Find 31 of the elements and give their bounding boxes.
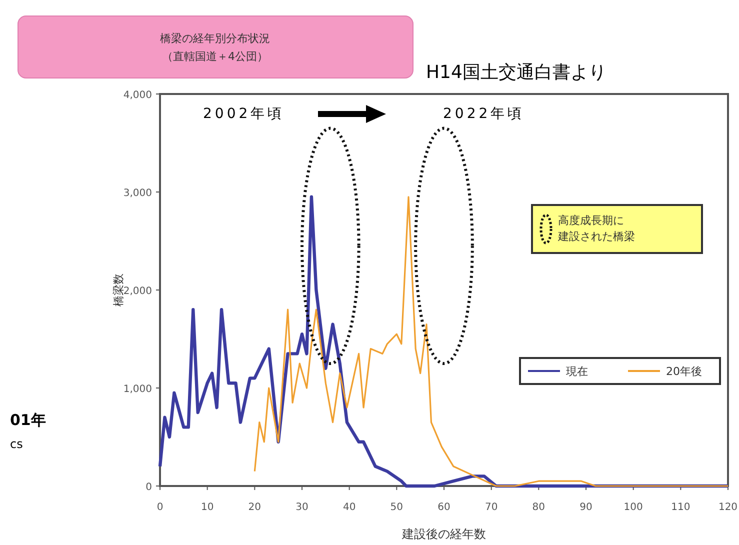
x-tick-label: 40 — [342, 502, 356, 513]
annotation: 2002年頃 — [203, 106, 285, 122]
x-tick-label: 90 — [580, 502, 592, 513]
x-tick-label: 110 — [671, 502, 690, 513]
y-tick-label: 1,000 — [123, 384, 152, 395]
y-tick-label: 3,000 — [123, 188, 152, 199]
y-tick-label: 2,000 — [123, 286, 152, 297]
x-tick-label: 60 — [438, 502, 450, 513]
annotation: 高度成長期に建設された橋梁 — [557, 214, 635, 243]
x-tick-label: 50 — [390, 502, 404, 513]
text: 01年 — [10, 411, 46, 429]
x-tick-label: 0 — [156, 502, 164, 513]
y-tick-label: 4,000 — [123, 90, 152, 101]
text: cs — [10, 437, 23, 451]
x-tick-label: 70 — [484, 502, 498, 513]
legend-label: 現在 — [566, 365, 588, 378]
x-tick-label: 80 — [532, 502, 546, 513]
x-tick-label: 10 — [200, 502, 214, 513]
y-axis-title: 橋梁数 — [112, 274, 125, 306]
x-axis-title: 建設後の経年数 — [401, 527, 486, 541]
x-tick-label: 100 — [624, 502, 643, 513]
line-series — [254, 196, 729, 487]
chart-title: 橋梁の経年別分布状況 — [160, 32, 270, 45]
text: H14国土交通白書より — [426, 62, 606, 83]
x-tick-label: 120 — [718, 502, 738, 513]
y-tick-label: 0 — [146, 482, 152, 493]
x-tick-label: 20 — [248, 502, 262, 513]
x-tick-label: 30 — [296, 502, 308, 513]
legend-label: 20年後 — [666, 365, 702, 378]
annotation: 2022年頃 — [443, 106, 525, 122]
chart-subtitle: （直轄国道＋4公団） — [162, 50, 268, 63]
